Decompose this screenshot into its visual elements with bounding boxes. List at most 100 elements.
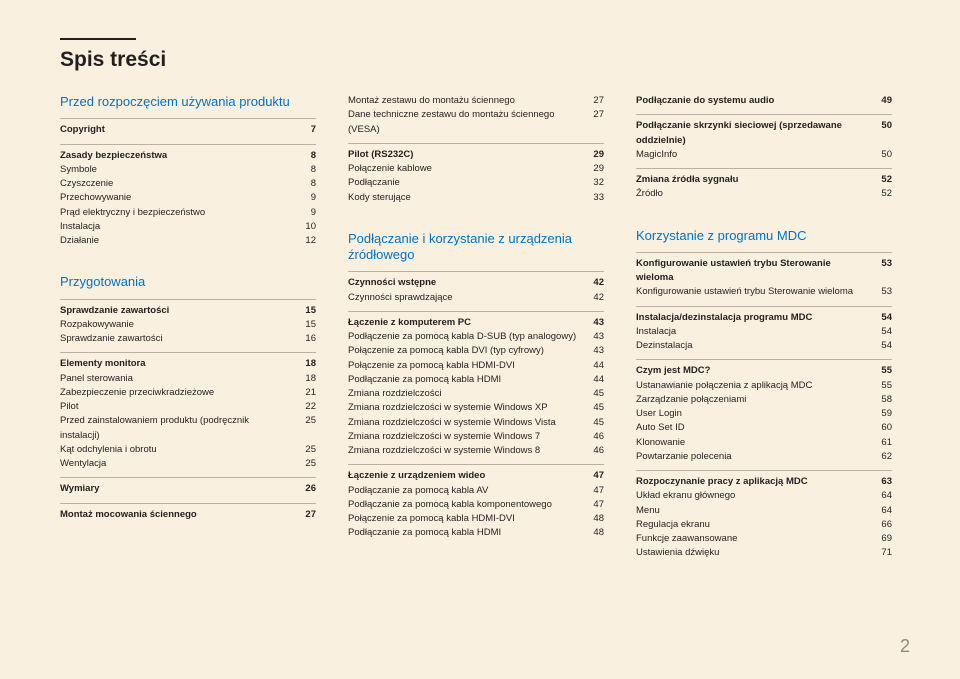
toc-page: 52: [874, 187, 892, 201]
toc-label: Kąt odchylenia i obrotu: [60, 443, 298, 457]
toc-row: Łączenie z urządzeniem wideo47: [348, 469, 604, 483]
toc-column-2: Montaż zestawu do montażu ściennego27Dan…: [348, 94, 604, 567]
toc-row: Pilot22: [60, 400, 316, 414]
toc-page: 48: [586, 512, 604, 526]
toc-row: Czynności sprawdzające42: [348, 291, 604, 305]
toc-group: Montaż mocowania ściennego27: [60, 503, 316, 528]
toc-row: Auto Set ID60: [636, 421, 892, 435]
toc-label: Regulacja ekranu: [636, 518, 874, 532]
toc-label: Sprawdzanie zawartości: [60, 332, 298, 346]
toc-row: Panel sterowania18: [60, 372, 316, 386]
toc-page: 45: [586, 387, 604, 401]
toc-group: Sprawdzanie zawartości15Rozpakowywanie15…: [60, 299, 316, 353]
toc-group: Instalacja/dezinstalacja programu MDC54I…: [636, 306, 892, 360]
toc-page: 60: [874, 421, 892, 435]
toc-page: 43: [586, 316, 604, 330]
toc-label: Pilot: [60, 400, 298, 414]
toc-row: Podłączanie32: [348, 176, 604, 190]
toc-row: Instalacja/dezinstalacja programu MDC54: [636, 311, 892, 325]
toc-page: 62: [874, 450, 892, 464]
toc-label: Ustawienia dźwięku: [636, 546, 874, 560]
toc-label: Podłączanie za pomocą kabla komponentowe…: [348, 498, 586, 512]
toc-label: Czynności wstępne: [348, 276, 586, 290]
toc-label: Auto Set ID: [636, 421, 874, 435]
toc-column-1: Przed rozpoczęciem używania produktu Copy…: [60, 94, 316, 567]
title-rule: [60, 38, 136, 40]
toc-row: Podłączanie za pomocą kabla AV47: [348, 484, 604, 498]
toc-row: Połączenie za pomocą kabla HDMI-DVI44: [348, 359, 604, 373]
toc-label: Przed zainstalowaniem produktu (podręczn…: [60, 414, 298, 443]
toc-row: Zmiana źródła sygnału52: [636, 173, 892, 187]
toc-page: 64: [874, 489, 892, 503]
toc-row: Przed zainstalowaniem produktu (podręczn…: [60, 414, 316, 443]
toc-group: Rozpoczynanie pracy z aplikacją MDC63Ukł…: [636, 470, 892, 567]
toc-page: 45: [586, 416, 604, 430]
toc-label: Połączenie kablowe: [348, 162, 586, 176]
toc-group: Montaż zestawu do montażu ściennego27Dan…: [348, 94, 604, 143]
toc-page: 15: [298, 304, 316, 318]
toc-page: 29: [586, 162, 604, 176]
toc-row: Kody sterujące33: [348, 191, 604, 205]
toc-row: Podłączanie do systemu audio49: [636, 94, 892, 108]
toc-page: 18: [298, 357, 316, 371]
toc-row: Połączenie za pomocą kabla DVI (typ cyfr…: [348, 344, 604, 358]
toc-row: Copyright7: [60, 123, 316, 137]
toc-row: Czym jest MDC?55: [636, 364, 892, 378]
toc-label: Pilot (RS232C): [348, 148, 586, 162]
toc-label: Zmiana rozdzielczości w systemie Windows…: [348, 416, 586, 430]
toc-label: Powtarzanie polecenia: [636, 450, 874, 464]
toc-row: Instalacja54: [636, 325, 892, 339]
toc-row: Czyszczenie8: [60, 177, 316, 191]
toc-page: 45: [586, 401, 604, 415]
toc-row: Konfigurowanie ustawień trybu Sterowanie…: [636, 285, 892, 299]
toc-label: Łączenie z urządzeniem wideo: [348, 469, 586, 483]
toc-label: Klonowanie: [636, 436, 874, 450]
toc-page: 32: [586, 176, 604, 190]
toc-row: Ustanawianie połączenia z aplikacją MDC5…: [636, 379, 892, 393]
toc-row: Wentylacja25: [60, 457, 316, 471]
toc-row: Kąt odchylenia i obrotu25: [60, 443, 316, 457]
toc-row: Rozpakowywanie15: [60, 318, 316, 332]
toc-label: Czym jest MDC?: [636, 364, 874, 378]
toc-label: Konfigurowanie ustawień trybu Sterowanie…: [636, 285, 874, 299]
toc-label: Czyszczenie: [60, 177, 298, 191]
toc-row: Zasady bezpieczeństwa8: [60, 149, 316, 163]
toc-page: 54: [874, 339, 892, 353]
toc-label: Wentylacja: [60, 457, 298, 471]
toc-label: Zasady bezpieczeństwa: [60, 149, 298, 163]
toc-page: 50: [874, 148, 892, 162]
toc-row: Instalacja10: [60, 220, 316, 234]
toc-label: Sprawdzanie zawartości: [60, 304, 298, 318]
toc-row: Podłączanie za pomocą kabla HDMI48: [348, 526, 604, 540]
toc-row: Powtarzanie polecenia62: [636, 450, 892, 464]
toc-page: 25: [298, 443, 316, 457]
toc-page: 47: [586, 498, 604, 512]
toc-row: Zmiana rozdzielczości w systemie Windows…: [348, 430, 604, 444]
toc-row: Sprawdzanie zawartości16: [60, 332, 316, 346]
toc-row: Zmiana rozdzielczości w systemie Windows…: [348, 444, 604, 458]
toc-group: Podłączanie skrzynki sieciowej (sprzedaw…: [636, 114, 892, 168]
toc-label: Panel sterowania: [60, 372, 298, 386]
toc-label: Montaż zestawu do montażu ściennego: [348, 94, 586, 108]
toc-page: 15: [298, 318, 316, 332]
toc-row: Montaż zestawu do montażu ściennego27: [348, 94, 604, 108]
toc-group: Łączenie z komputerem PC43Podłączenie za…: [348, 311, 604, 465]
toc-group: Elementy monitora18Panel sterowania18Zab…: [60, 352, 316, 477]
toc-group: Zasady bezpieczeństwa8Symbole8Czyszczeni…: [60, 144, 316, 255]
toc-label: Połączenie za pomocą kabla DVI (typ cyfr…: [348, 344, 586, 358]
toc-label: Zmiana rozdzielczości w systemie Windows…: [348, 430, 586, 444]
section-head: Podłączanie i korzystanie z urządzenia ź…: [348, 231, 604, 264]
toc-row: Regulacja ekranu66: [636, 518, 892, 532]
toc-page: 61: [874, 436, 892, 450]
toc-row: Dane techniczne zestawu do montażu ścien…: [348, 108, 604, 137]
toc-page: 48: [586, 526, 604, 540]
toc-page: 46: [586, 444, 604, 458]
toc-label: Przechowywanie: [60, 191, 298, 205]
toc-page: 42: [586, 291, 604, 305]
toc-page: 54: [874, 311, 892, 325]
section-head: Przed rozpoczęciem używania produktu: [60, 94, 316, 110]
page-title: Spis treści: [60, 48, 910, 72]
toc-label: User Login: [636, 407, 874, 421]
toc-label: Copyright: [60, 123, 298, 137]
toc-columns: Przed rozpoczęciem używania produktu Copy…: [60, 94, 910, 567]
